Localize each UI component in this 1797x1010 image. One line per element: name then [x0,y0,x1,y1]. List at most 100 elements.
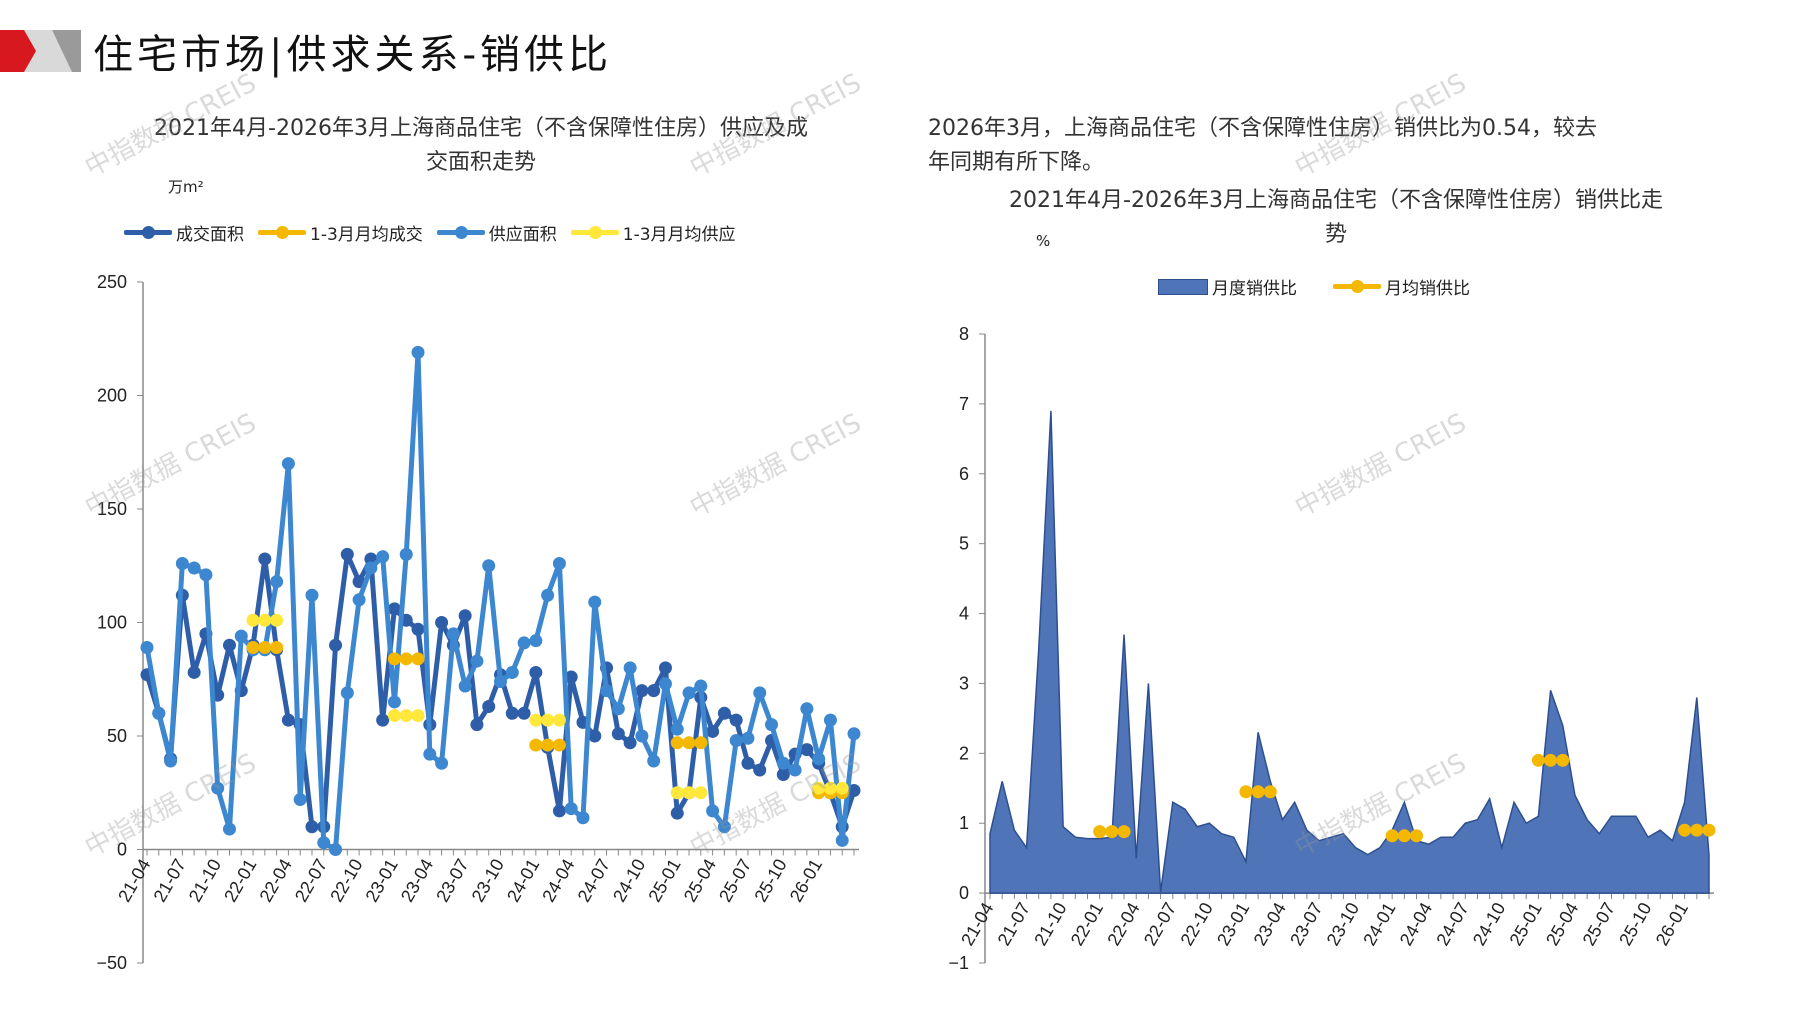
supply-area-point [423,747,437,761]
supply-area-point [376,550,390,564]
deal-area-point [776,768,790,782]
x-tick-label: 25-07 [715,856,755,906]
legend-item-monthly-ratio: 月度销供比 [1158,274,1297,299]
x-tick-label: 24-04 [1396,899,1436,949]
legend-swatch-monthly-ratio [1158,278,1208,295]
supply-area-point [576,811,590,825]
x-tick-label: 21-04 [114,856,154,906]
y-tick-label: 200 [97,386,127,406]
deal-area-point [482,699,496,713]
legend-label: 1-3月月均成交 [310,225,423,245]
supply-area-point [765,718,779,732]
x-tick-label: 24-07 [1432,899,1472,949]
legend-item-deal: 成交面积 [124,220,244,245]
legend-label: 成交面积 [176,225,244,245]
legend-swatch-avg-ratio [1333,280,1381,293]
x-tick-label: 24-10 [1469,899,1509,949]
deal-area-point [329,638,343,652]
supply-avg-point [270,613,284,627]
deal-area-point [517,706,531,720]
supply-area-point [482,559,496,573]
deal-avg-point [670,736,684,750]
y-tick-label: 7 [959,394,969,414]
deal-area-point [658,661,672,675]
supply-area-point [164,754,178,768]
deal-avg-point [552,738,566,752]
y-tick-label: 50 [107,726,127,746]
x-tick-label: 23-01 [1213,899,1253,949]
deal-area-point [611,727,625,741]
supply-area-point [505,665,519,679]
y-tick-label: 1 [959,813,969,833]
x-tick-label: 21-10 [185,856,225,906]
deal-area-point [411,622,425,636]
x-tick-label: 22-01 [220,856,260,906]
y-tick-label: 0 [117,840,127,860]
deal-avg-point [694,736,708,750]
left-chart-title: 2021年4月-2026年3月上海商品住宅（不含保障性住房）供应及成 交面积走势 [60,112,902,180]
avg-ratio-point [1239,785,1253,799]
deal-area-point [387,602,401,616]
supply-area-point [788,763,802,777]
deal-avg-point [399,652,413,666]
supply-area-point [305,588,319,602]
supply-avg-point [682,786,696,800]
legend-swatch-deal-avg [258,226,306,239]
deal-area-point [564,670,578,684]
supply-area-point [552,556,566,570]
supply-area-point [458,679,472,693]
deal-avg-point [541,738,555,752]
deal-area-point [706,724,720,738]
x-tick-label: 22-10 [1176,899,1216,949]
supply-area-point [352,593,366,607]
supply-avg-point [670,786,684,800]
x-tick-label: 25-07 [1579,899,1619,949]
legend-label: 月度销供比 [1212,279,1297,299]
x-tick-label: 23-04 [397,856,437,906]
supply-avg-point [812,781,826,795]
right-chart-title: 2021年4月-2026年3月上海商品住宅（不含保障性住房）销供比走 势 [900,184,1772,252]
deal-area-point [281,713,295,727]
page-title: 住宅市场|供求关系-销供比 [93,32,612,78]
y-tick-label: 0 [959,883,969,903]
x-tick-label: 22-04 [256,856,296,906]
supply-area-point [588,595,602,609]
supply-area-point [152,706,166,720]
avg-ratio-point [1690,823,1704,837]
x-tick-label: 23-10 [1323,899,1363,949]
supply-area-point [670,722,684,736]
supply-avg-point [835,781,849,795]
x-tick-label: 24-10 [609,856,649,906]
legend-item-avg-ratio: 月均销供比 [1333,274,1470,299]
supply-avg-point [399,709,413,723]
supply-avg-point [694,786,708,800]
supply-area-point [800,702,814,716]
supply-area-point [494,675,507,689]
supply-area-point [717,820,731,834]
deal-area-point [623,736,637,750]
x-tick-label: 25-01 [644,856,684,906]
supply-area-point [234,629,248,643]
supply-area-point [753,686,767,700]
y-tick-label: 4 [959,604,969,624]
avg-ratio-point [1251,785,1265,799]
x-tick-label: 23-10 [468,856,508,906]
legend-item-supply: 供应面积 [436,220,557,245]
supply-area-point [647,754,661,768]
supply-avg-point [258,613,272,627]
supply-area-point [364,561,378,575]
supply-area-point [600,684,614,698]
x-tick-label: 21-10 [1030,899,1070,949]
x-tick-label: 25-10 [750,856,790,906]
x-tick-label: 25-04 [1542,899,1582,949]
x-tick-label: 24-01 [503,856,543,906]
x-tick-label: 24-01 [1359,899,1399,949]
legend-item-supply-avg: 1-3月月均供应 [570,220,736,245]
legend-swatch-supply [436,226,485,239]
deal-avg-point [682,736,696,750]
supply-area-point [682,686,696,700]
right-legend: 月度销供比 月均销供比 [1158,274,1478,299]
deal-area-point [340,547,354,561]
supply-area-point [446,627,460,641]
avg-ratio-point [1544,753,1558,767]
